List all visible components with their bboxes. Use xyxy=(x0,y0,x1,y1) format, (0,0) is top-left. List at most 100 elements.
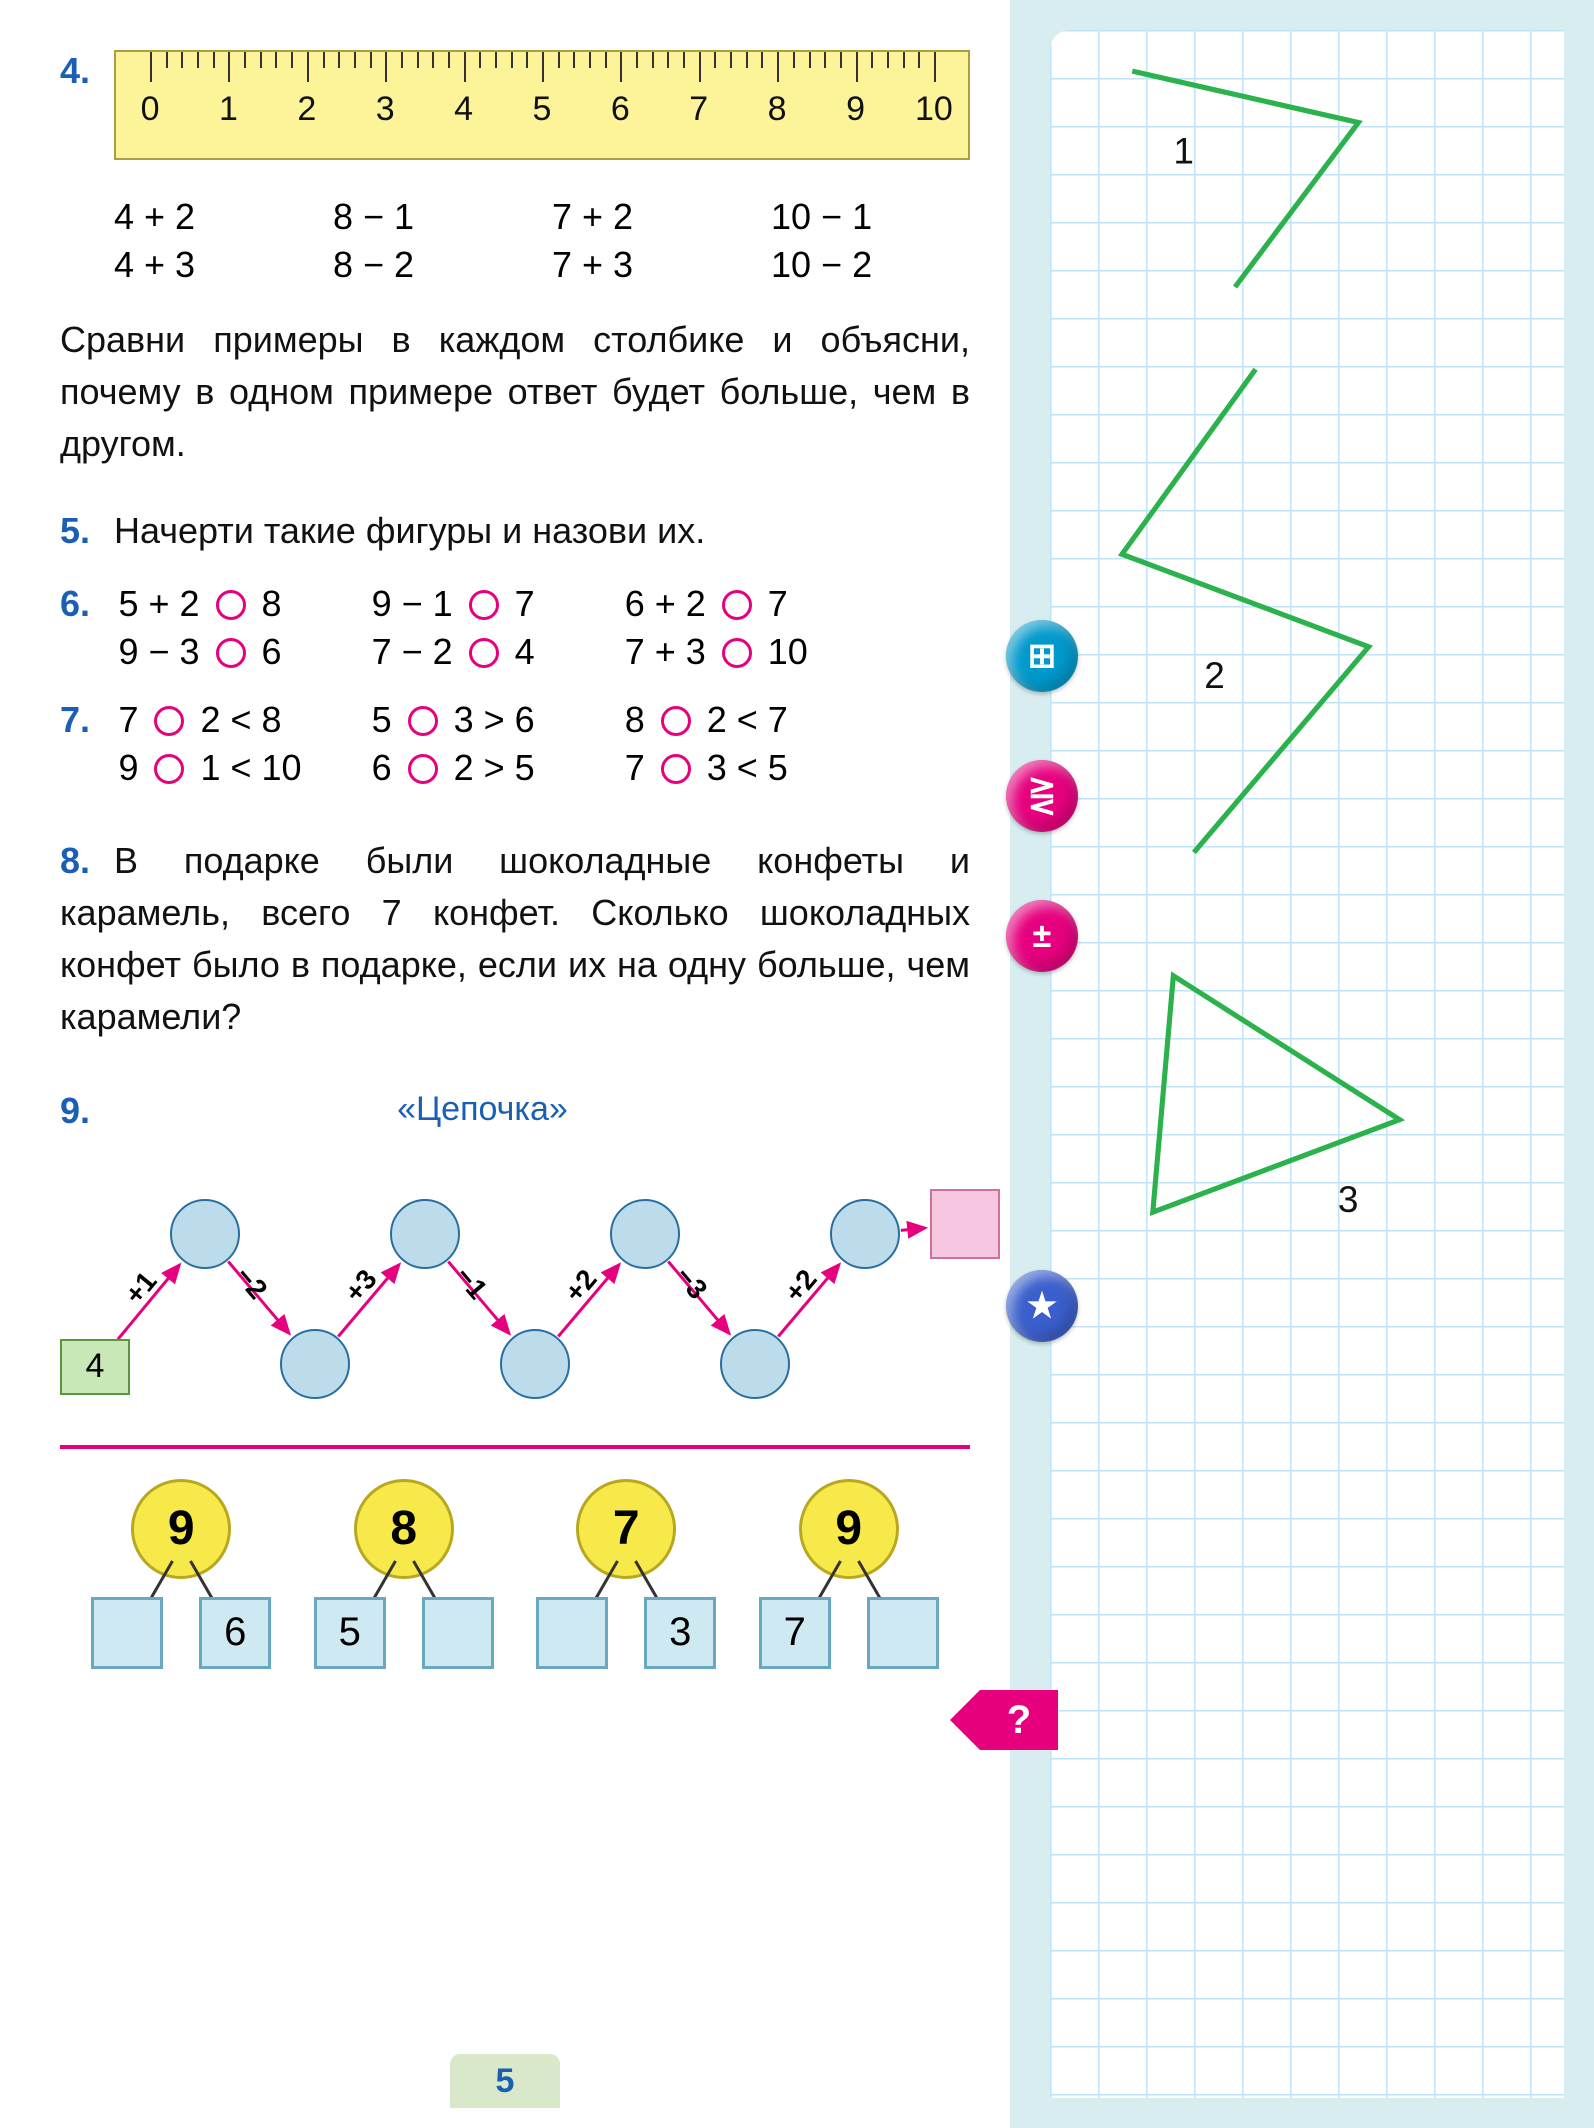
compare-expression: 9 − 3 6 xyxy=(118,631,301,673)
ruler-label: 4 xyxy=(454,90,473,129)
ruler-label: 9 xyxy=(846,90,865,129)
ruler-label: 3 xyxy=(376,90,395,129)
inequality-expression: 9 1 < 10 xyxy=(118,747,301,789)
ruler-label: 7 xyxy=(689,90,708,129)
main-column: 4. 012345678910 4 + 28 − 17 + 210 − 14 +… xyxy=(0,0,1010,2128)
task-number: 9. xyxy=(60,1090,114,1132)
expression: 10 − 2 xyxy=(771,244,970,286)
chain-start: 4 xyxy=(60,1339,130,1395)
number-decomposition: 96 xyxy=(81,1479,281,1679)
blank-circle xyxy=(469,590,499,620)
chain-node xyxy=(830,1199,900,1269)
decomp-part: 3 xyxy=(644,1597,716,1669)
compare-expression: 6 + 2 7 xyxy=(625,583,808,625)
expression: 7 + 2 xyxy=(552,196,751,238)
blank-circle xyxy=(216,638,246,668)
expression: 4 + 3 xyxy=(114,244,313,286)
stars-icon: ★ xyxy=(1006,1270,1078,1342)
task-6: 6. 5 + 2 8 9 − 1 7 6 + 2 7 9 − 3 6 7 − 2 4 7 … xyxy=(60,583,970,673)
ruler-label: 8 xyxy=(768,90,787,129)
inequality-expression: 8 2 < 7 xyxy=(625,699,808,741)
grid-paper: 1 2 3 xyxy=(1050,30,1564,2098)
decomp-part xyxy=(867,1597,939,1669)
decomp-part: 5 xyxy=(314,1597,386,1669)
task7-grid: 7 2 < 85 3 > 68 2 < 79 1 < 106 2 > 57 3 … xyxy=(118,699,807,789)
chain-title: «Цепочка» xyxy=(118,1090,846,1129)
chain-end xyxy=(930,1189,1000,1259)
blank-circle xyxy=(216,590,246,620)
inequality-icon: ⋛ xyxy=(1006,760,1078,832)
decomposition-row: 96857397 xyxy=(60,1479,970,1679)
inequality-expression: 7 3 < 5 xyxy=(625,747,808,789)
compare-expression: 9 − 1 7 xyxy=(372,583,555,625)
compare-expression: 7 + 3 10 xyxy=(625,631,808,673)
figure-label: 3 xyxy=(1338,1179,1359,1220)
geometric-figures: 1 2 3 xyxy=(1050,30,1564,2098)
plusminus-icon: ± xyxy=(1006,900,1078,972)
decomp-total: 8 xyxy=(354,1479,454,1579)
blank-circle xyxy=(469,638,499,668)
chain-node xyxy=(610,1199,680,1269)
task-number: 6. xyxy=(60,583,114,625)
task4-paragraph: Сравни примеры в каждом столбике и объяс… xyxy=(60,314,970,471)
decomp-part: 6 xyxy=(199,1597,271,1669)
figure-label: 1 xyxy=(1173,131,1194,172)
divider xyxy=(60,1445,970,1449)
expression: 10 − 1 xyxy=(771,196,970,238)
ruler-label: 2 xyxy=(297,90,316,129)
chain-node xyxy=(720,1329,790,1399)
geometric-figure xyxy=(1132,71,1358,287)
page-number: 5 xyxy=(450,2054,560,2108)
blank-circle xyxy=(408,706,438,736)
expression: 8 − 2 xyxy=(333,244,532,286)
textbook-page: 4. 012345678910 4 + 28 − 17 + 210 − 14 +… xyxy=(0,0,1594,2128)
blank-circle xyxy=(408,754,438,784)
number-decomposition: 85 xyxy=(304,1479,504,1679)
blank-circle xyxy=(722,590,752,620)
task-number: 8. xyxy=(60,835,114,887)
compare-expression: 5 + 2 8 xyxy=(118,583,301,625)
geometric-figure xyxy=(1122,369,1369,852)
expression: 4 + 2 xyxy=(114,196,313,238)
blank-circle xyxy=(154,706,184,736)
ruler-label: 1 xyxy=(219,90,238,129)
task5-text: Начерти такие фигуры и назови их. xyxy=(114,510,705,551)
decomp-part xyxy=(536,1597,608,1669)
number-decomposition: 97 xyxy=(749,1479,949,1679)
task4-expressions: 4 + 28 − 17 + 210 − 14 + 38 − 27 + 310 −… xyxy=(114,196,970,286)
decomp-total: 9 xyxy=(799,1479,899,1579)
compare-expression: 7 − 2 4 xyxy=(372,631,555,673)
geometric-figure xyxy=(1153,976,1400,1212)
ruler: 0 1 2 3 4 5 6 7 8 9 10 xyxy=(114,50,970,160)
decomp-total: 9 xyxy=(131,1479,231,1579)
task-7: 7. 7 2 < 85 3 > 68 2 < 79 1 < 106 2 > 57… xyxy=(60,699,970,789)
chain-node xyxy=(390,1199,460,1269)
ruler-label: 6 xyxy=(611,90,630,129)
question-tab: ? xyxy=(980,1690,1058,1750)
ruler-label: 10 xyxy=(915,90,953,129)
expression: 7 + 3 xyxy=(552,244,751,286)
chain-node xyxy=(280,1329,350,1399)
task-4: 4. 0 1 2 3 4 5 6 7 8 9 10 xyxy=(60,50,970,170)
decomp-part: 7 xyxy=(759,1597,831,1669)
sidebar: 123 ⊞⋛±★ ? xyxy=(1010,0,1594,2128)
grid-icon: ⊞ xyxy=(1006,620,1078,692)
chain-node xyxy=(170,1199,240,1269)
decomp-part xyxy=(91,1597,163,1669)
inequality-expression: 6 2 > 5 xyxy=(372,747,555,789)
task-number: 4. xyxy=(60,50,114,92)
figure-label: 2 xyxy=(1204,655,1225,696)
task-number: 5. xyxy=(60,505,114,557)
blank-circle xyxy=(661,754,691,784)
task-9: 9. «Цепочка» xyxy=(60,1090,970,1133)
task-number: 7. xyxy=(60,699,114,741)
ruler-label: 0 xyxy=(141,90,160,129)
chain-diagram: 4+1−2+3−1+2−3+2 xyxy=(60,1159,970,1419)
blank-circle xyxy=(661,706,691,736)
chain-node xyxy=(500,1329,570,1399)
number-decomposition: 73 xyxy=(526,1479,726,1679)
task-5: 5.Начерти такие фигуры и назови их. xyxy=(60,505,970,557)
inequality-expression: 5 3 > 6 xyxy=(372,699,555,741)
task-8: 8.В подарке были шоколадные конфеты и ка… xyxy=(60,835,970,1044)
ruler-label: 5 xyxy=(533,90,552,129)
